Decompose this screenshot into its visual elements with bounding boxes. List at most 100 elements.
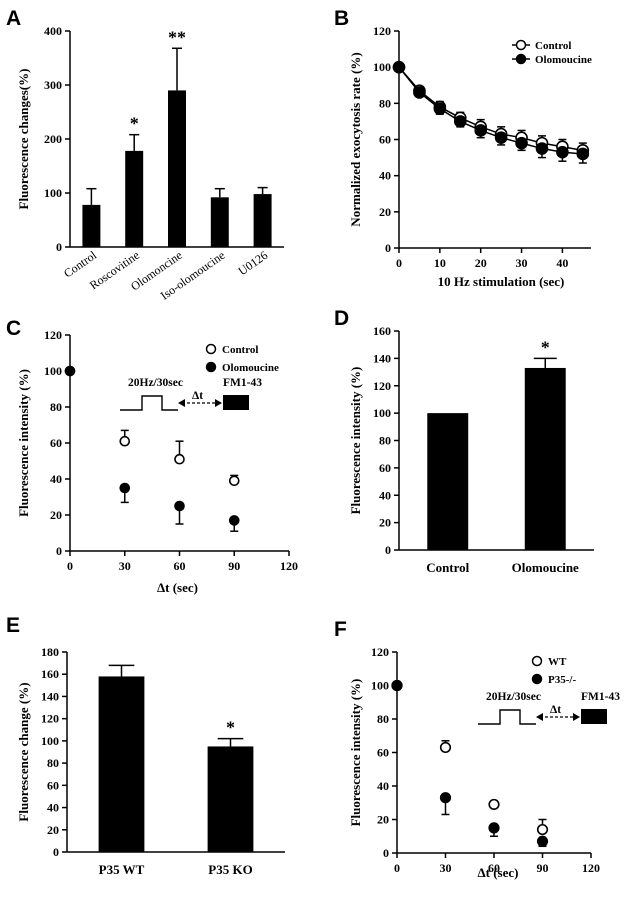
protocol-dye-label: FM1-43 [581, 691, 620, 703]
bar [98, 676, 145, 852]
x-tick-label: 30 [516, 256, 528, 270]
protocol-arrow-head-right [215, 399, 222, 407]
y-axis-label: Fluorescence change (%) [16, 682, 31, 821]
protocol-delta-label: Δt [550, 704, 561, 716]
y-tick-label: 120 [373, 379, 391, 393]
y-tick-label: 20 [377, 813, 389, 827]
y-axis-label: Normalized exocytosis rate (%) [348, 52, 363, 226]
x-tick-label: 120 [582, 861, 600, 875]
y-tick-label: 80 [379, 96, 391, 110]
legend-marker [531, 655, 543, 667]
filled-circle-point [413, 86, 426, 99]
y-tick-label: 0 [56, 240, 62, 254]
y-tick-label: 40 [47, 801, 59, 815]
legend-marker [531, 673, 543, 685]
legend-marker [205, 343, 217, 355]
open-circle-point [536, 823, 549, 836]
protocol-pulse [478, 709, 536, 725]
open-circle-point [228, 475, 240, 487]
bar [168, 90, 186, 248]
y-tick-label: 80 [50, 400, 62, 414]
x-axis-label: Δt (sec) [157, 580, 198, 595]
bar [207, 746, 254, 852]
filled-circle-point [453, 115, 467, 128]
legend-label: Control [535, 40, 571, 52]
filled-circle-point [391, 679, 403, 692]
y-tick-label: 0 [385, 241, 391, 255]
filled-circle-point [536, 835, 549, 847]
series-line [398, 66, 583, 152]
y-tick-label: 160 [373, 324, 391, 338]
y-tick-label: 40 [379, 169, 391, 183]
legend-label: Olomoucine [535, 54, 592, 66]
y-tick-label: 80 [377, 712, 389, 726]
y-tick-label: 180 [41, 645, 59, 659]
y-tick-label: 100 [373, 60, 391, 74]
y-tick-label: 40 [50, 472, 62, 486]
y-tick-label: 0 [53, 845, 59, 859]
filled-circle-point [488, 822, 500, 834]
protocol-stimulus-label: 20Hz/30sec [486, 691, 541, 703]
y-tick-label: 80 [47, 756, 59, 770]
y-tick-label: 60 [379, 461, 391, 475]
x-tick-label: U0126 [236, 248, 271, 278]
protocol-arrow-head-right [573, 713, 580, 721]
open-circle-point [439, 741, 452, 754]
panel-label: D [334, 307, 349, 330]
y-tick-label: 80 [379, 434, 391, 448]
x-tick-label: 0 [67, 559, 73, 573]
x-axis-label: Δt (sec) [478, 865, 519, 880]
y-tick-label: 100 [44, 186, 62, 200]
protocol-arrow-head-left [178, 399, 185, 407]
filled-circle-point [576, 147, 590, 161]
y-axis-label: Fluorescence intensity (%) [348, 679, 363, 827]
y-tick-label: 400 [44, 24, 62, 38]
bar [210, 197, 229, 247]
legend-label: Olomoucine [222, 362, 279, 374]
significance-marker: ** [168, 27, 186, 47]
y-tick-label: 300 [44, 78, 62, 92]
y-tick-label: 140 [41, 689, 59, 703]
y-axis-label: Fluorescence intensity (%) [348, 367, 363, 515]
x-tick-label: 90 [537, 861, 549, 875]
y-tick-label: 120 [41, 712, 59, 726]
bar [253, 194, 272, 247]
panel-label: E [6, 614, 20, 637]
y-tick-label: 0 [56, 544, 62, 558]
y-tick-label: 200 [44, 132, 62, 146]
y-tick-label: 100 [373, 406, 391, 420]
x-tick-label: Olomoucine [512, 560, 579, 575]
y-tick-label: 40 [379, 488, 391, 502]
bar [125, 150, 144, 247]
x-tick-label: 120 [280, 559, 298, 573]
y-tick-label: 100 [44, 364, 62, 378]
y-tick-label: 160 [41, 667, 59, 681]
y-tick-label: 20 [47, 823, 59, 837]
legend-label: WT [548, 656, 567, 668]
protocol-arrow-head-left [536, 713, 543, 721]
filled-circle-point [119, 482, 131, 494]
panel-label: F [334, 618, 347, 641]
legend-marker [515, 53, 527, 65]
x-tick-label: 60 [488, 861, 500, 875]
y-tick-label: 120 [373, 24, 391, 38]
y-tick-label: 60 [47, 778, 59, 792]
legend-marker [515, 39, 527, 51]
protocol-stimulus-label: 20Hz/30sec [128, 377, 183, 389]
x-tick-label: 30 [119, 559, 131, 573]
y-axis-label: Fluorescence changes(%) [16, 69, 31, 210]
y-tick-label: 120 [371, 645, 389, 659]
filled-circle-point [535, 142, 549, 155]
legend-label: P35-/- [548, 674, 576, 686]
x-tick-label: 0 [394, 861, 400, 875]
open-circle-point [119, 435, 131, 447]
y-tick-label: 60 [379, 133, 391, 147]
x-axis-label: 10 Hz stimulation (sec) [438, 274, 565, 289]
y-tick-label: 0 [383, 846, 389, 860]
protocol-dye-block [581, 709, 607, 724]
significance-marker: * [226, 718, 235, 738]
open-circle-point [174, 453, 185, 465]
y-tick-label: 20 [379, 516, 391, 530]
protocol-pulse [120, 395, 178, 411]
